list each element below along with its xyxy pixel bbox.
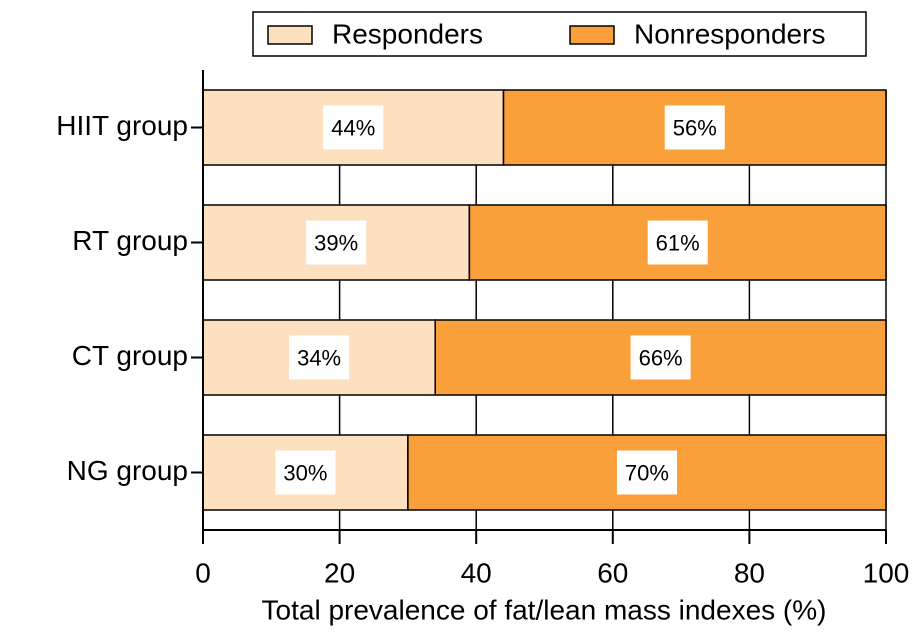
- value-label-bg: [616, 450, 677, 495]
- x-tick-label: 40: [461, 557, 492, 588]
- y-tick-label: HIIT group: [56, 110, 188, 141]
- y-tick-label: NG group: [67, 455, 188, 486]
- x-axis-title: Total prevalence of fat/lean mass indexe…: [262, 594, 827, 625]
- x-tick-label: 80: [734, 557, 765, 588]
- legend-label: Responders: [332, 18, 483, 49]
- value-label-bg: [323, 105, 384, 150]
- x-tick-label: 20: [324, 557, 355, 588]
- value-label-bg: [630, 335, 691, 380]
- value-label: 61%: [656, 230, 700, 255]
- y-tick-label: CT group: [72, 340, 188, 371]
- labels: 44% 56% 39% 61% 34% 66% 30% 70%: [275, 105, 725, 495]
- legend-swatch: [569, 25, 615, 45]
- value-label: 39%: [314, 230, 358, 255]
- legend-label: Nonresponders: [634, 18, 825, 49]
- value-label: 66%: [639, 345, 683, 370]
- value-label-bg: [664, 105, 725, 150]
- legend-swatch: [267, 25, 313, 45]
- bars: [202, 89, 887, 511]
- value-label: 34%: [297, 345, 341, 370]
- value-label: 56%: [673, 115, 717, 140]
- x-tick-label: 100: [863, 557, 910, 588]
- value-label-bg: [647, 220, 708, 265]
- value-label-bg: [275, 450, 336, 495]
- x-tick-label: 60: [597, 557, 628, 588]
- x-tick-label: 0: [195, 557, 211, 588]
- value-label: 44%: [331, 115, 375, 140]
- y-tick-label: RT group: [72, 225, 188, 256]
- value-label-bg: [306, 220, 367, 265]
- legend-frame: [252, 11, 867, 57]
- value-label: 30%: [283, 460, 327, 485]
- value-label: 70%: [625, 460, 669, 485]
- value-label-bg: [289, 335, 350, 380]
